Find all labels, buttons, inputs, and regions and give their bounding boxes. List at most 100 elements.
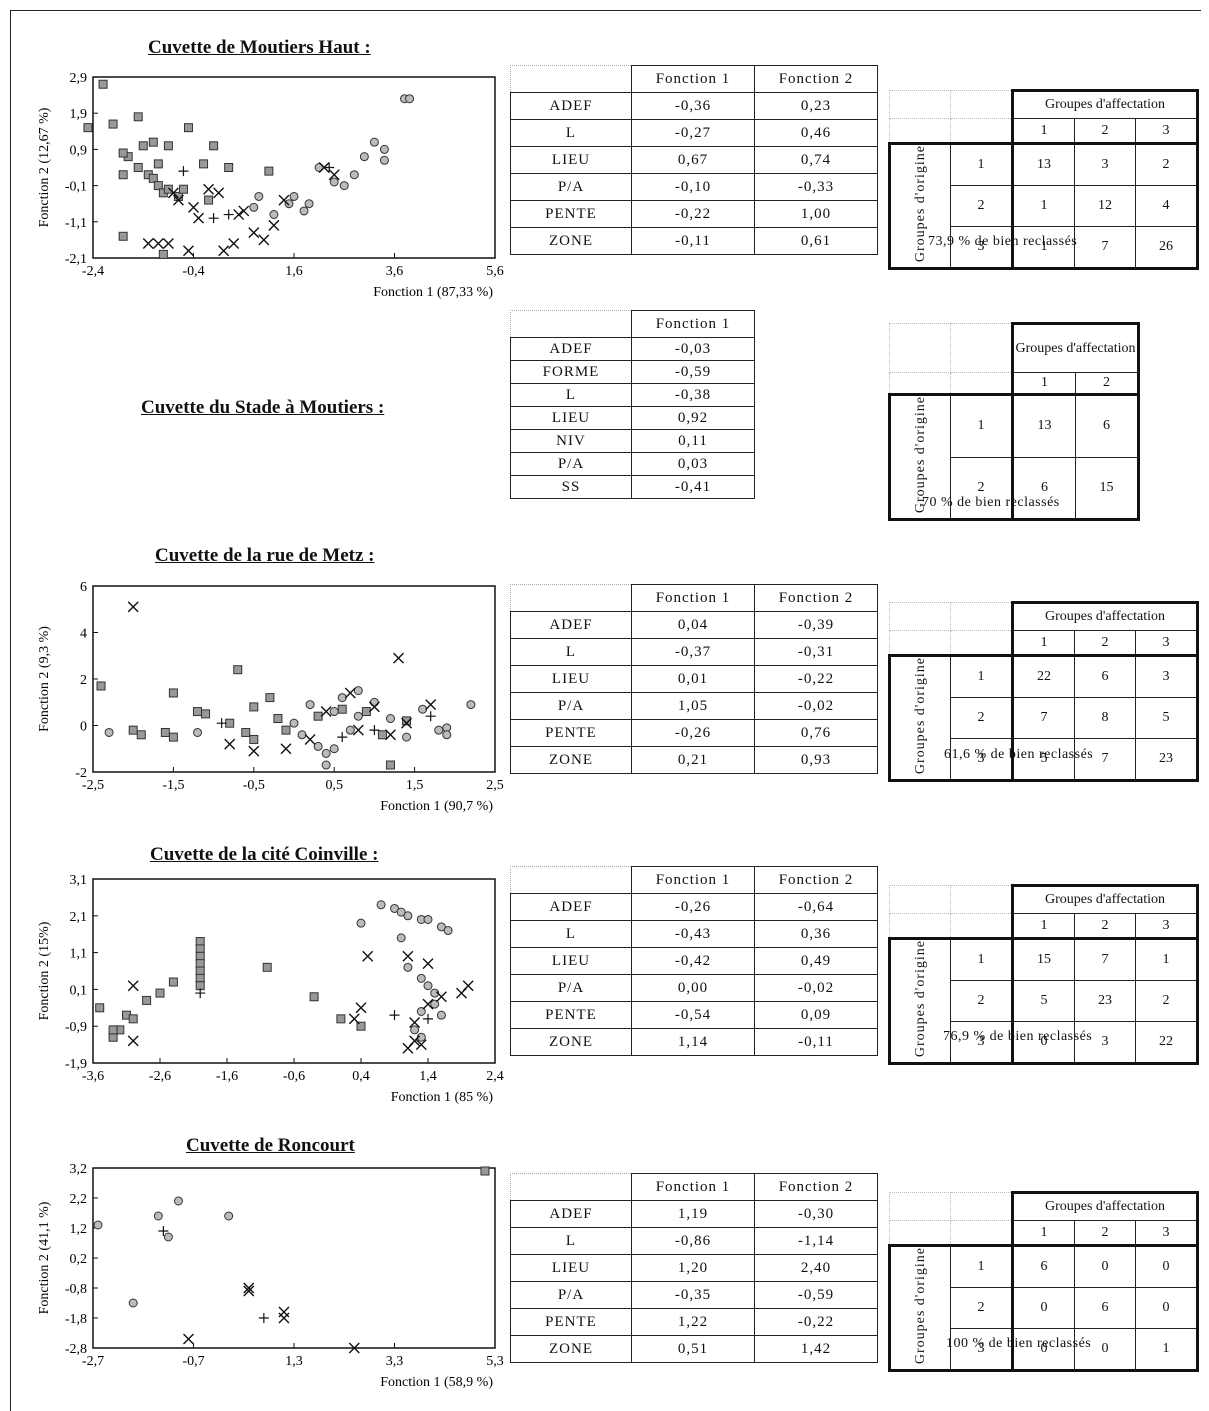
point-plus: [208, 213, 219, 224]
reclassification-rate: 70 % de bien reclassés: [922, 495, 1060, 510]
coefficient-value: 0,21: [631, 746, 755, 774]
table-header-cell: [510, 65, 632, 93]
figure-frame: [10, 10, 1201, 1411]
matrix-corner: [950, 602, 1013, 631]
scatter-roncourt: -2,7 -0,7 1,3 3,3 5,3 3,2 2,2 1,2 0,2 -0,8 -1,8 -2,…: [37, 1162, 504, 1390]
coefficient-value: 1,14: [631, 1028, 755, 1056]
point-cross: [193, 212, 205, 224]
table-row: ADEF -0,36 0,23: [510, 92, 878, 120]
table-row: PENTE 1,22 -0,22: [510, 1308, 878, 1336]
point-cross: [435, 991, 447, 1003]
coefficient-table-grid: Fonction 1 Fonction 2 ADEF -0,26 -0,64 L -0,43…: [510, 866, 878, 1056]
matrix-cell: 5: [1011, 980, 1075, 1022]
coefficient-value: 0,51: [631, 1335, 755, 1363]
matrix-column-header: Groupes d'affectation: [1011, 601, 1199, 631]
y-tick-label: -0,8: [65, 1282, 87, 1297]
point-circle: [193, 727, 203, 737]
matrix-cell: 6: [1011, 1243, 1075, 1289]
point-cross: [422, 958, 434, 970]
point-square: [153, 181, 163, 191]
variable-name: ZONE: [510, 1028, 632, 1056]
table-row: P/A 0,00 -0,02: [510, 974, 878, 1002]
matrix-corner: [950, 323, 1013, 373]
coefficient-value: -0,38: [631, 383, 755, 407]
table-header-cell: Fonction 1: [631, 584, 755, 612]
point-plus: [216, 718, 227, 729]
point-cross: [182, 1333, 194, 1345]
point-circle: [299, 206, 309, 216]
table-row: P/A 0,03: [510, 452, 755, 476]
x-tick-label: 1,6: [285, 264, 303, 279]
matrix-cell: 15: [1011, 936, 1075, 982]
scatter-cite-coinville: -3,6 -2,6 -1,6 -0,6 0,4 1,4 2,4 3,1 2,1 1,1 0,1 -0,…: [37, 873, 504, 1105]
matrix-cell: 22: [1135, 1020, 1199, 1066]
point-cross: [278, 1306, 290, 1318]
matrix-row: 2 1 12 4: [890, 185, 1199, 227]
point-circle: [379, 144, 389, 154]
y-tick-label: -2,1: [65, 252, 87, 267]
variable-name: PENTE: [510, 200, 632, 228]
point-cross: [162, 238, 174, 250]
matrix-row-header: Groupes d'origine: [912, 940, 928, 1058]
table-header-cell: Fonction 2: [754, 866, 878, 894]
point-circle: [269, 210, 279, 220]
point-circle: [443, 926, 453, 936]
table-row: L -0,43 0,36: [510, 920, 878, 948]
variable-name: LIEU: [510, 406, 632, 430]
point-square: [195, 937, 205, 947]
point-cross: [258, 234, 270, 246]
point-circle: [402, 732, 412, 742]
point-square: [204, 195, 214, 205]
table-row: FORME -0,59: [510, 360, 755, 384]
coefficient-value: 0,01: [631, 665, 755, 693]
matrix-column-header: Groupes d'affectation: [1011, 1191, 1199, 1221]
matrix-row-number: 2: [950, 1287, 1013, 1329]
point-square: [264, 166, 274, 176]
x-tick-label: -0,4: [182, 264, 204, 279]
point-circle: [249, 202, 259, 212]
point-cross: [142, 238, 154, 250]
point-circle: [321, 760, 331, 770]
coefficient-value: -0,59: [754, 1281, 878, 1309]
point-square: [402, 716, 412, 726]
point-cross: [401, 717, 413, 729]
y-tick-label: 1,2: [70, 1222, 88, 1237]
table-header-cell: [510, 1173, 632, 1201]
point-cross: [172, 194, 184, 206]
section-title: Cuvette de Moutiers Haut :: [148, 37, 371, 58]
coefficient-value: 0,09: [754, 1001, 878, 1029]
x-tick-label: 0,5: [325, 778, 343, 793]
x-tick-label: 3,6: [386, 264, 404, 279]
point-square: [195, 973, 205, 983]
point-square: [133, 163, 143, 172]
point-square: [118, 231, 128, 241]
y-tick-label: -1,9: [65, 1057, 87, 1072]
y-axis-label: Fonction 2 (12,67 %): [37, 107, 52, 227]
point-plus: [369, 725, 380, 736]
point-circle: [385, 714, 395, 724]
matrix-row-number: 3: [950, 1020, 1013, 1066]
matrix-row: 3 0 3 22: [890, 1020, 1199, 1066]
matrix-column-number: 1: [1011, 1220, 1075, 1246]
table-row: ADEF -0,26 -0,64: [510, 893, 878, 921]
point-circle: [284, 199, 294, 209]
point-circle: [379, 155, 389, 165]
coefficient-value: 0,74: [754, 146, 878, 174]
variable-name: LIEU: [510, 1254, 632, 1282]
point-square: [273, 714, 283, 724]
matrix-cell: 5: [1135, 697, 1199, 739]
matrix-corner: [889, 630, 951, 656]
y-tick-label: 0,9: [70, 143, 88, 158]
x-tick-label: -3,6: [82, 1069, 104, 1084]
point-cross: [415, 1039, 427, 1051]
matrix-cell: 5: [1011, 737, 1075, 783]
point-cross: [409, 1017, 421, 1029]
matrix-cell: 0: [1074, 1243, 1136, 1289]
y-tick-label: 4: [80, 627, 87, 642]
coefficient-table-grid: Fonction 1 Fonction 2 ADEF 0,04 -0,39 L -0,37-…: [510, 584, 878, 774]
point-square: [128, 725, 138, 735]
point-square: [136, 730, 146, 740]
reclassification-rate: 61,6 % de bien reclassés: [944, 747, 1094, 762]
table-row: LIEU 0,01 -0,22: [510, 665, 878, 693]
matrix-cell: 22: [1011, 653, 1075, 699]
